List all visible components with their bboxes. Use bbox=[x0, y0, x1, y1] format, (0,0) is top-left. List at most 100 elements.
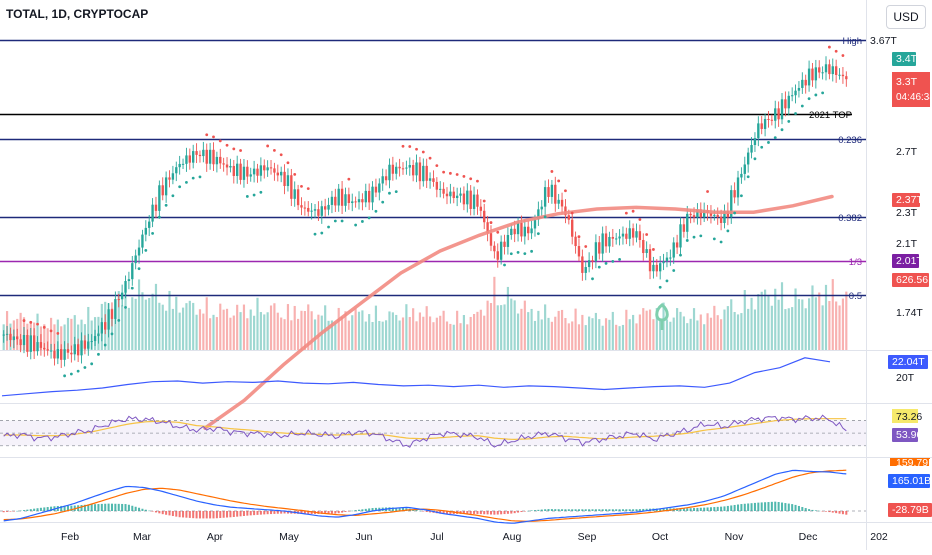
volume-bar bbox=[385, 320, 388, 350]
volume-bar bbox=[486, 300, 489, 350]
volume-bar bbox=[137, 279, 141, 350]
sar-dot bbox=[753, 157, 757, 161]
candle-body bbox=[746, 152, 750, 165]
volume-bar bbox=[496, 305, 499, 350]
sar-dot bbox=[591, 277, 594, 281]
macd-histogram-bar bbox=[476, 511, 479, 514]
sar-dot bbox=[36, 322, 39, 326]
macd-histogram-bar bbox=[422, 511, 425, 512]
macd-histogram-bar bbox=[716, 506, 719, 511]
candle-body bbox=[845, 76, 848, 80]
sar-dot bbox=[712, 237, 716, 241]
volume-bar bbox=[730, 299, 733, 350]
candle-body bbox=[740, 173, 743, 178]
sar-dot bbox=[767, 141, 770, 144]
candle-body bbox=[411, 165, 415, 176]
volume-bar bbox=[181, 307, 185, 350]
candle-body bbox=[290, 175, 293, 199]
macd-histogram-bar bbox=[767, 502, 770, 511]
sar-dot bbox=[584, 245, 588, 248]
macd-histogram-bar bbox=[276, 511, 279, 514]
macd-histogram-bar bbox=[750, 503, 753, 511]
candle-body bbox=[36, 342, 39, 352]
macd-histogram-bar bbox=[263, 511, 266, 515]
volume-bar bbox=[225, 308, 229, 350]
macd-histogram-bar bbox=[574, 509, 577, 511]
candle-body bbox=[347, 194, 351, 204]
sar-dot bbox=[157, 215, 161, 219]
candle-body bbox=[405, 167, 408, 169]
badge-ma-value-text: 2.37T bbox=[896, 194, 923, 206]
macd-histogram-bar bbox=[87, 504, 90, 511]
macd-histogram-bar bbox=[821, 511, 824, 512]
candle-body bbox=[39, 342, 43, 348]
candle-body bbox=[689, 213, 692, 216]
macd-histogram-bar bbox=[70, 505, 73, 511]
candle-body bbox=[787, 95, 790, 109]
candle-body bbox=[435, 181, 439, 190]
candle-body bbox=[760, 123, 763, 129]
macd-histogram-bar bbox=[774, 501, 777, 511]
candle-body bbox=[60, 349, 63, 360]
sar-dot bbox=[557, 179, 561, 183]
candle-body bbox=[2, 334, 5, 336]
volume-bar bbox=[821, 305, 824, 350]
volume-bar bbox=[202, 313, 205, 350]
macd-histogram-bar bbox=[753, 502, 756, 511]
volume-bar bbox=[642, 308, 645, 350]
candle-body bbox=[476, 194, 479, 207]
candle-body bbox=[117, 299, 120, 301]
macd-histogram-bar bbox=[513, 511, 516, 514]
volume-bar bbox=[280, 317, 283, 350]
sar-dot bbox=[286, 161, 290, 165]
volume-bar bbox=[726, 306, 729, 350]
volume-bar bbox=[787, 308, 790, 350]
sar-dot bbox=[340, 219, 344, 223]
sar-dot bbox=[320, 231, 324, 235]
sar-dot bbox=[564, 189, 567, 193]
candle-body bbox=[185, 155, 188, 164]
sar-dot bbox=[29, 320, 33, 324]
badge-macd bbox=[888, 474, 930, 488]
macd-histogram-bar bbox=[286, 511, 289, 514]
volume-bar bbox=[780, 282, 784, 350]
volume-bar bbox=[347, 320, 350, 350]
sar-dot bbox=[827, 45, 831, 49]
candle-body bbox=[527, 226, 530, 234]
candle-body bbox=[104, 322, 107, 330]
sar-dot bbox=[245, 195, 249, 198]
candle-body bbox=[682, 224, 686, 232]
volume-bar bbox=[665, 319, 669, 350]
macd-histogram-bar bbox=[222, 511, 225, 518]
macd-histogram-bar bbox=[232, 511, 235, 517]
candle-body bbox=[323, 206, 327, 210]
volume-bar bbox=[632, 314, 635, 350]
candle-body bbox=[408, 165, 411, 168]
macd-histogram-bar bbox=[134, 506, 137, 511]
volume-bar bbox=[381, 321, 384, 350]
macd-histogram-bar bbox=[310, 511, 313, 514]
sar-dot bbox=[726, 229, 730, 233]
candle-body bbox=[168, 177, 171, 180]
candle-body bbox=[794, 90, 797, 96]
sar-dot bbox=[56, 331, 60, 335]
volume-bar bbox=[747, 308, 750, 350]
currency-selector[interactable]: USD bbox=[886, 5, 926, 29]
sar-dot bbox=[631, 209, 635, 213]
volume-bar bbox=[550, 321, 553, 350]
candle-body bbox=[374, 186, 378, 193]
sar-dot bbox=[388, 191, 391, 195]
candle-body bbox=[442, 188, 445, 194]
volume-bar bbox=[462, 315, 465, 350]
volume-bar bbox=[290, 320, 293, 350]
macd-histogram-bar bbox=[845, 511, 848, 515]
macd-histogram-bar bbox=[266, 511, 269, 515]
macd-histogram-bar bbox=[175, 511, 178, 517]
macd-histogram-bar bbox=[324, 511, 327, 514]
volume-bar bbox=[256, 297, 259, 350]
macd-signal-line bbox=[3, 469, 847, 522]
volume-bar bbox=[557, 310, 560, 350]
volume-bar bbox=[740, 313, 743, 350]
sar-dot bbox=[171, 194, 175, 198]
